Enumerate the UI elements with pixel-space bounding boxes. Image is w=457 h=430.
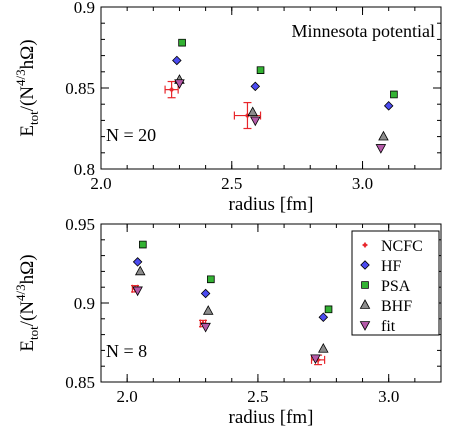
legend-marker-psa [361, 281, 369, 289]
data-point-psa [139, 240, 147, 249]
legend-marker-bhf [359, 299, 371, 309]
data-point-hf [172, 55, 182, 66]
data-point-bhf [318, 342, 329, 353]
series-psa [139, 240, 333, 314]
potential-annotation: Minnesota potential [292, 21, 435, 41]
legend-label-bhf: BHF [381, 298, 412, 315]
legend-label-hf: HF [381, 258, 402, 275]
y-tick-label: 0.9 [74, 294, 95, 313]
data-point-psa [207, 275, 215, 284]
y-axis-label: Etot/(N4/3hΩ) [13, 254, 41, 351]
data-point-hf [250, 81, 261, 92]
series-fit [174, 79, 387, 154]
n-label: N = 20 [106, 125, 156, 145]
data-point-fit [375, 144, 387, 154]
x-axis-label: radius [fm] [229, 194, 314, 215]
legend-marker-fit [359, 321, 371, 331]
legend-label-psa: PSA [381, 278, 411, 295]
data-point-psa [324, 305, 333, 314]
n-label: N = 8 [106, 341, 147, 361]
y-tick-label: 0.8 [74, 160, 95, 179]
y-tick-label: 0.85 [65, 79, 95, 98]
data-point-fit [174, 79, 185, 89]
legend-label-fit: fit [381, 318, 396, 335]
x-tick-label: 3.0 [378, 387, 399, 406]
x-tick-label: 2.5 [247, 387, 268, 406]
legend-marker-ncfc [362, 242, 368, 248]
data-point-bhf [134, 265, 146, 276]
data-point-fit [250, 116, 261, 127]
x-tick-label: 2.0 [90, 174, 111, 193]
series-hf [132, 257, 329, 322]
x-axis-label: radius [fm] [229, 407, 314, 428]
x-tick-label: 2.0 [117, 387, 138, 406]
series-bhf [134, 265, 329, 353]
legend: NCFC HF PSA BHF fit [351, 230, 440, 336]
data-point-bhf [247, 106, 258, 117]
series-bhf [174, 74, 389, 141]
legend-marker-hf [360, 260, 370, 270]
x-tick-label: 3.0 [352, 174, 373, 193]
data-point-bhf [202, 305, 214, 315]
y-axis-label: Etot/(N4/3hΩ) [13, 39, 41, 136]
series-fit [132, 286, 321, 365]
data-point-hf [200, 288, 211, 299]
data-point-hf [318, 312, 329, 322]
data-point-ncfc [169, 87, 175, 93]
data-point-hf [132, 257, 143, 267]
data-point-fit [310, 354, 321, 365]
data-point-fit [200, 322, 211, 333]
data-point-psa [256, 66, 265, 74]
data-point-psa [178, 38, 186, 47]
y-tick-label: 0.9 [74, 0, 95, 17]
data-point-psa [390, 90, 398, 99]
data-point-fit [132, 286, 143, 297]
legend-label-ncfc: NCFC [381, 238, 423, 255]
series-ncfc [164, 80, 262, 130]
y-tick-label: 0.95 [65, 215, 95, 234]
data-point-hf [383, 101, 394, 111]
top-panel: 2.0 2.5 3.0 0.8 0.85 0.9 radius [fm] Etot/(N4/3… [13, 0, 442, 215]
series-hf [172, 55, 394, 111]
series-ncfc [131, 284, 326, 366]
series-psa [178, 38, 398, 99]
bottom-panel: 2.0 2.5 3.0 0.85 0.9 0.95 radius [fm] Etot/(N4/… [13, 215, 442, 428]
x-tick-label: 2.5 [221, 174, 242, 193]
data-point-bhf [378, 130, 389, 141]
y-tick-label: 0.85 [65, 373, 95, 392]
